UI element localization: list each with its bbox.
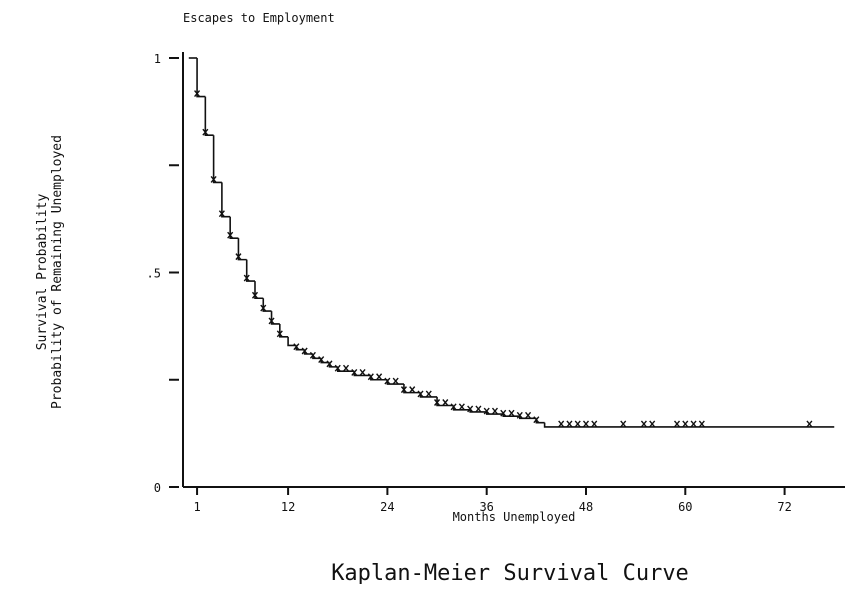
chart-subtitle: Kaplan-Meier Survival Curve: [331, 561, 689, 584]
censor-mark: [326, 360, 333, 368]
censor-mark: [218, 210, 225, 218]
censor-mark: [533, 416, 540, 424]
censor-mark: [260, 304, 267, 312]
y-axis-label: Survival Probability: [35, 194, 50, 351]
x-tick-label: 1: [193, 500, 200, 514]
censor-mark: [640, 420, 647, 428]
survival-step: [436, 396, 454, 407]
censor-mark: [276, 330, 283, 338]
censor-mark: [682, 420, 689, 428]
censor-mark: [483, 407, 490, 415]
censor-mark: [620, 420, 627, 428]
y-tick-label: .5: [147, 267, 161, 281]
censor-mark: [574, 420, 581, 428]
censor-mark: [359, 369, 366, 376]
censor-mark: [392, 377, 399, 385]
censor-mark: [806, 420, 813, 428]
censor-mark: [202, 128, 209, 136]
censor-mark: [582, 420, 590, 428]
survival-step: [287, 336, 297, 347]
censor-mark: [475, 405, 482, 413]
censor-mark: [194, 90, 201, 98]
censor-mark: [516, 411, 523, 419]
survival-step: [270, 311, 280, 325]
survival-step: [196, 58, 206, 98]
censor-mark: [342, 364, 350, 372]
survival-step: [229, 216, 239, 239]
survival-step: [212, 135, 222, 184]
censor-mark: [243, 274, 250, 282]
x-tick-label: 60: [678, 500, 692, 514]
censor-mark: [673, 420, 681, 428]
censor-mark: [500, 409, 507, 417]
censor-mark: [227, 231, 234, 239]
censor-mark: [467, 405, 474, 413]
survival-step: [502, 414, 520, 418]
censor-mark: [318, 356, 325, 364]
censor-mark: [566, 420, 573, 428]
x-axis-label: Months Unemployed: [453, 510, 576, 524]
survival-step: [279, 323, 289, 338]
censor-mark: [491, 407, 499, 415]
censor-mark: [425, 390, 432, 398]
censor-mark: [409, 386, 416, 394]
censor-mark: [417, 390, 424, 398]
censor-mark: [649, 420, 656, 428]
x-tick-label: 72: [777, 500, 791, 514]
y-tick-label: 0: [154, 481, 161, 495]
censor-mark: [698, 420, 705, 428]
survival-step: [543, 422, 835, 428]
censor-mark: [301, 347, 308, 355]
censor-mark: [351, 369, 358, 376]
censor-mark: [400, 386, 407, 394]
survival-step: [518, 416, 537, 420]
censor-mark: [309, 351, 316, 359]
survival-step: [254, 281, 264, 300]
x-tick-label: 12: [281, 500, 295, 514]
censor-mark: [384, 377, 391, 385]
survival-step: [469, 409, 487, 413]
censor-mark: [293, 343, 300, 351]
x-tick-label: 48: [579, 500, 593, 514]
censor-mark: [268, 317, 275, 325]
censor-mark: [591, 420, 598, 428]
censor-mark: [690, 420, 697, 428]
censor-mark: [558, 420, 565, 428]
y-axis-label: Probability of Remaining Unemployed: [50, 135, 65, 409]
censor-mark: [210, 175, 217, 183]
censor-mark: [525, 411, 532, 419]
censor-mark: [434, 399, 441, 406]
censor-mark: [450, 403, 457, 411]
censor-mark: [458, 403, 465, 411]
x-tick-label: 36: [479, 500, 493, 514]
survival-step: [204, 96, 214, 137]
survival-step: [237, 238, 247, 261]
censor-mark: [334, 364, 341, 372]
y-tick-label: 1: [154, 52, 161, 66]
x-tick-label: 24: [380, 500, 394, 514]
censor-mark: [442, 399, 449, 406]
survival-step: [403, 384, 421, 394]
censor-mark: [367, 373, 374, 381]
censor-mark: [508, 409, 515, 417]
censor-mark: [251, 291, 259, 299]
survival-step: [262, 298, 272, 312]
survival-step: [245, 259, 255, 282]
chart-title: Escapes to Employment: [183, 11, 335, 25]
survival-step: [221, 182, 231, 218]
survival-step: [485, 411, 504, 415]
censor-mark: [235, 253, 242, 261]
censor-mark: [376, 373, 383, 381]
